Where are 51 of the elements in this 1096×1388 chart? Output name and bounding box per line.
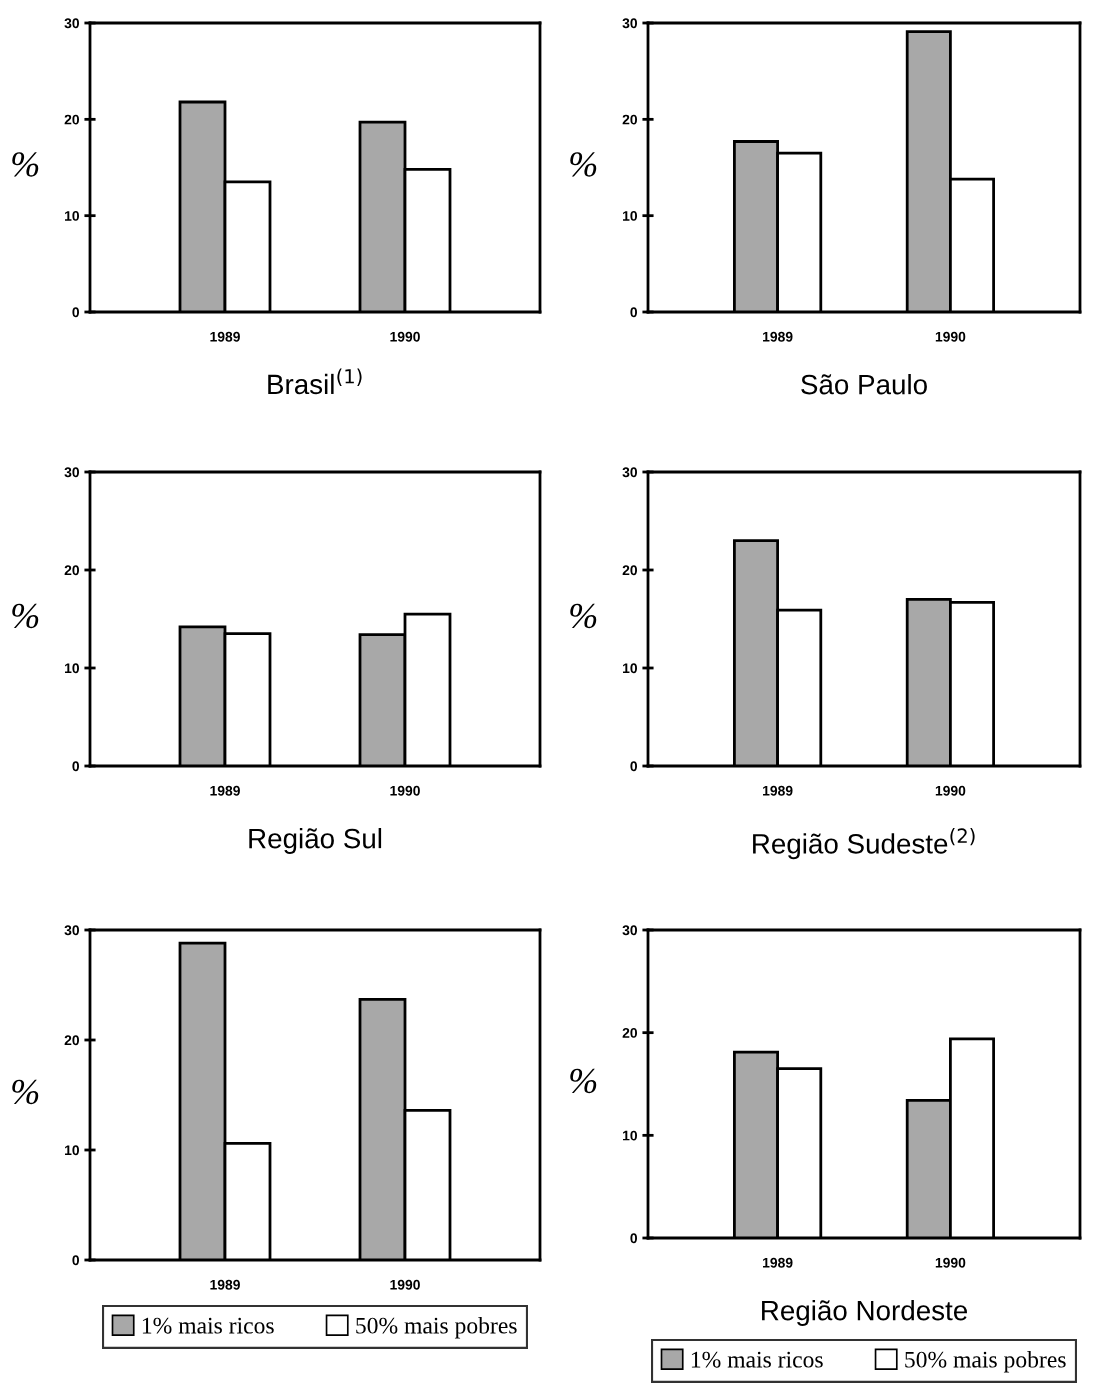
x-tick-label: 1989	[210, 331, 240, 342]
x-tick-label: 1990	[390, 331, 420, 342]
y-tick-label: 0	[630, 761, 638, 772]
y-axis-title: %	[12, 603, 39, 629]
y-tick-label: 20	[622, 1028, 638, 1038]
y-tick-label: 30	[622, 18, 638, 29]
y-tick-label: 0	[72, 1255, 80, 1266]
y-tick-label: 30	[64, 925, 80, 936]
x-tick-label: 1989	[763, 331, 793, 342]
y-tick-label: 20	[64, 114, 80, 125]
legend-label: 50% mais pobres	[356, 1317, 517, 1339]
y-axis-title: %	[570, 152, 597, 177]
text: São Paulo	[801, 374, 927, 395]
y-tick-label: 20	[622, 565, 638, 576]
y-axis-title: %	[12, 152, 39, 177]
text: Brasil$^{(1)}$	[268, 368, 362, 395]
x-tick-label: 1990	[935, 1257, 966, 1268]
text: Região Sul	[249, 828, 382, 854]
y-tick-label: 10	[623, 663, 638, 674]
legend-label: 1% mais ricos	[142, 1317, 274, 1334]
y-tick-label: 10	[65, 663, 80, 674]
y-tick-label: 20	[64, 565, 80, 576]
x-tick-label: 1989	[763, 785, 793, 796]
y-tick-label: 10	[623, 1130, 638, 1141]
y-tick-label: 20	[64, 1035, 80, 1046]
y-tick-label: 0	[630, 1233, 638, 1244]
y-tick-label: 30	[64, 467, 80, 478]
y-axis-title: %	[570, 1068, 597, 1094]
legend-label: 1% mais ricos	[691, 1351, 823, 1368]
y-tick-label: 0	[72, 761, 80, 772]
y-tick-label: 10	[623, 211, 638, 221]
text: Região Nordeste	[762, 1300, 967, 1326]
y-tick-label: 10	[65, 1145, 80, 1156]
y-axis-title: %	[12, 1079, 39, 1105]
x-tick-label: 1990	[390, 785, 420, 796]
y-axis-title: %	[570, 603, 597, 629]
x-tick-label: 1989	[210, 1279, 240, 1290]
text: Região Sudeste$^{(2)}$	[753, 828, 975, 860]
y-tick-label: 0	[72, 307, 80, 318]
x-tick-label: 1989	[210, 785, 240, 796]
x-tick-label: 1990	[935, 331, 966, 342]
y-tick-label: 20	[622, 114, 638, 125]
y-tick-label: 10	[65, 211, 80, 221]
x-tick-label: 1989	[763, 1257, 793, 1268]
y-tick-label: 30	[64, 18, 80, 29]
x-tick-label: 1990	[390, 1279, 420, 1290]
x-tick-label: 1990	[935, 785, 966, 796]
legend-label: 50% mais pobres	[905, 1351, 1066, 1373]
y-tick-label: 30	[622, 467, 638, 478]
y-tick-label: 30	[622, 925, 638, 936]
y-tick-label: 0	[630, 307, 638, 318]
